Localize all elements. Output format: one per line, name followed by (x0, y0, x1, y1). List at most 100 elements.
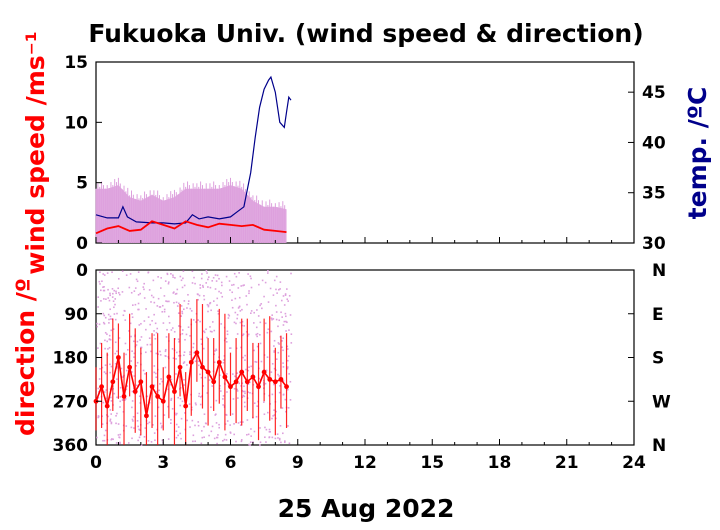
direction-scatter-point (114, 298, 117, 300)
direction-scatter-point (260, 360, 263, 363)
direction-scatter-point (121, 399, 124, 401)
direction-scatter-point (286, 288, 288, 290)
compass-label: N (652, 436, 666, 456)
direction-scatter-point (220, 292, 222, 294)
direction-scatter-point (217, 310, 219, 312)
direction-scatter-point (189, 426, 191, 428)
direction-scatter-point (181, 312, 184, 315)
direction-scatter-point (184, 338, 186, 341)
direction-scatter-point (192, 434, 195, 437)
direction-scatter-point (231, 291, 234, 294)
speed-tick-label: 0 (76, 234, 88, 254)
speed-tick-label: 5 (76, 174, 88, 194)
direction-scatter-point (96, 322, 98, 325)
direction-scatter-point (248, 443, 250, 446)
direction-scatter-point (255, 361, 258, 363)
direction-scatter-point (200, 338, 203, 341)
direction-scatter-point (130, 291, 133, 294)
direction-scatter-point (108, 318, 110, 321)
direction-scatter-point (102, 401, 105, 404)
direction-scatter-point (218, 423, 220, 426)
direction-scatter-point (197, 293, 199, 296)
direction-scatter-point (270, 317, 273, 320)
direction-scatter-point (131, 390, 134, 393)
direction-scatter-point (116, 396, 118, 399)
direction-scatter-point (117, 291, 120, 294)
date-label: 25 Aug 2022 (278, 494, 455, 523)
direction-scatter-point (227, 317, 230, 319)
direction-scatter-point (226, 391, 228, 393)
direction-scatter-point (272, 318, 275, 320)
direction-scatter-point (109, 420, 111, 422)
hour-tick-label: 6 (225, 453, 237, 473)
direction-scatter-point (225, 414, 228, 416)
direction-scatter-point (211, 280, 214, 282)
direction-scatter-point (273, 279, 276, 282)
direction-scatter-point (107, 313, 110, 316)
temp-tick-label: 35 (642, 184, 666, 204)
direction-scatter-point (110, 422, 113, 425)
direction-scatter-point (119, 400, 122, 403)
direction-scatter-point (259, 333, 261, 336)
direction-scatter-point (161, 304, 164, 307)
direction-scatter-point (192, 440, 194, 443)
direction-scatter-point (171, 407, 174, 410)
direction-scatter-point (108, 334, 111, 337)
direction-scatter-point (197, 364, 200, 367)
direction-scatter-point (106, 272, 109, 274)
direction-scatter-point (203, 330, 205, 333)
direction-scatter-point (161, 425, 163, 427)
direction-scatter-point (289, 399, 292, 401)
direction-scatter-point (145, 308, 147, 310)
direction-scatter-point (182, 270, 185, 272)
direction-scatter-point (117, 434, 120, 436)
direction-scatter-point (172, 357, 175, 360)
direction-scatter-point (103, 289, 106, 292)
temp-tick-label: 40 (642, 133, 666, 153)
direction-scatter-point (287, 407, 290, 409)
direction-scatter-point (239, 424, 242, 426)
direction-scatter-point (136, 419, 139, 422)
direction-scatter-point (287, 366, 289, 368)
direction-scatter-point (277, 325, 279, 328)
direction-scatter-point (161, 380, 164, 383)
direction-scatter-point (214, 274, 217, 276)
direction-scatter-point (210, 430, 213, 433)
direction-scatter-point (249, 275, 252, 278)
direction-scatter-point (199, 284, 201, 286)
direction-scatter-point (280, 311, 282, 314)
direction-scatter-point (109, 292, 111, 295)
direction-scatter-point (289, 314, 292, 316)
direction-scatter-point (117, 287, 119, 290)
direction-scatter-point (207, 276, 210, 278)
direction-scatter-point (238, 382, 240, 385)
direction-scatter-point (175, 351, 178, 354)
direction-scatter-point (258, 377, 261, 380)
direction-scatter-point (247, 333, 250, 336)
direction-scatter-point (234, 375, 236, 378)
direction-scatter-point (115, 290, 117, 293)
direction-scatter-point (231, 413, 234, 415)
direction-scatter-point (231, 284, 233, 286)
direction-scatter-point (272, 294, 275, 296)
direction-scatter-point (250, 365, 252, 368)
direction-scatter-point (190, 310, 193, 312)
direction-scatter-point (215, 436, 218, 439)
direction-scatter-point (242, 394, 245, 397)
direction-scatter-point (180, 437, 182, 440)
direction-scatter-point (281, 340, 283, 342)
direction-scatter-point (210, 406, 212, 409)
direction-scatter-point (110, 329, 113, 332)
bottom-panel-frame (95, 269, 635, 446)
direction-scatter-point (254, 360, 257, 363)
direction-scatter-point (132, 420, 134, 422)
direction-scatter-point (182, 277, 184, 280)
direction-scatter-point (278, 437, 281, 440)
direction-scatter-point (180, 417, 183, 420)
direction-scatter-point (137, 425, 139, 428)
direction-scatter-point (259, 441, 262, 444)
direction-scatter-point (197, 319, 199, 321)
direction-tick-label: 360 (53, 436, 89, 456)
direction-scatter-point (125, 353, 127, 356)
direction-scatter-point (273, 351, 275, 353)
